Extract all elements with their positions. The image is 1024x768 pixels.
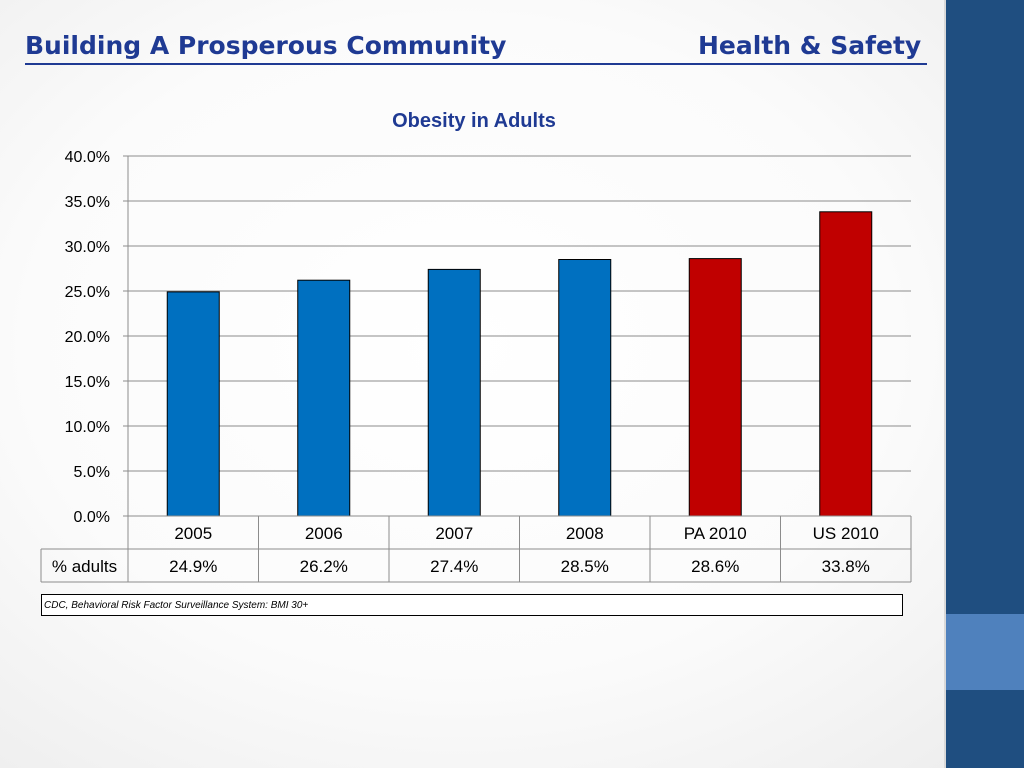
y-tick-label: 0.0% bbox=[74, 509, 110, 526]
bar-us-2010 bbox=[819, 211, 873, 517]
x-category-label: US 2010 bbox=[813, 524, 879, 543]
y-tick-label: 20.0% bbox=[65, 329, 110, 346]
x-category-label: PA 2010 bbox=[684, 524, 747, 543]
slide-title: Building A Prosperous Community bbox=[25, 31, 507, 60]
y-tick-label: 15.0% bbox=[65, 374, 110, 391]
bar-2006 bbox=[297, 279, 351, 517]
x-category-label: 2007 bbox=[435, 524, 473, 543]
x-category-label: 2005 bbox=[174, 524, 212, 543]
sidebar-edge bbox=[944, 0, 946, 768]
y-tick-label: 40.0% bbox=[65, 149, 110, 166]
bar-2008 bbox=[558, 259, 612, 517]
title-underline bbox=[25, 63, 927, 65]
obesity-bar-chart: Obesity in Adults 0.0% 5.0% 10.0% 15.0% 20.0… bbox=[40, 110, 912, 583]
x-category-label: 2006 bbox=[305, 524, 343, 543]
table-value-cell: 33.8% bbox=[822, 557, 870, 576]
y-tick-label: 25.0% bbox=[65, 284, 110, 301]
table-value-cell: 24.9% bbox=[169, 557, 217, 576]
y-tick-label: 35.0% bbox=[65, 194, 110, 211]
slide-section-title: Health & Safety bbox=[698, 31, 922, 60]
table-value-cell: 27.4% bbox=[430, 557, 478, 576]
bar-2005 bbox=[166, 291, 220, 517]
y-tick-label: 30.0% bbox=[65, 239, 110, 256]
bar-2007 bbox=[427, 268, 481, 517]
series-label: % adults bbox=[52, 557, 117, 576]
table-value-cell: 26.2% bbox=[300, 557, 348, 576]
y-tick-label: 10.0% bbox=[65, 419, 110, 436]
x-category-label: 2008 bbox=[566, 524, 604, 543]
source-note: CDC, Behavioral Risk Factor Surveillance… bbox=[41, 594, 903, 616]
table-value-cell: 28.6% bbox=[691, 557, 739, 576]
y-tick-label: 5.0% bbox=[74, 464, 110, 481]
sidebar-accent-block bbox=[946, 614, 1024, 690]
bar-pa-2010 bbox=[688, 258, 742, 517]
chart-title: Obesity in Adults bbox=[392, 110, 556, 132]
table-value-cell: 28.5% bbox=[561, 557, 609, 576]
